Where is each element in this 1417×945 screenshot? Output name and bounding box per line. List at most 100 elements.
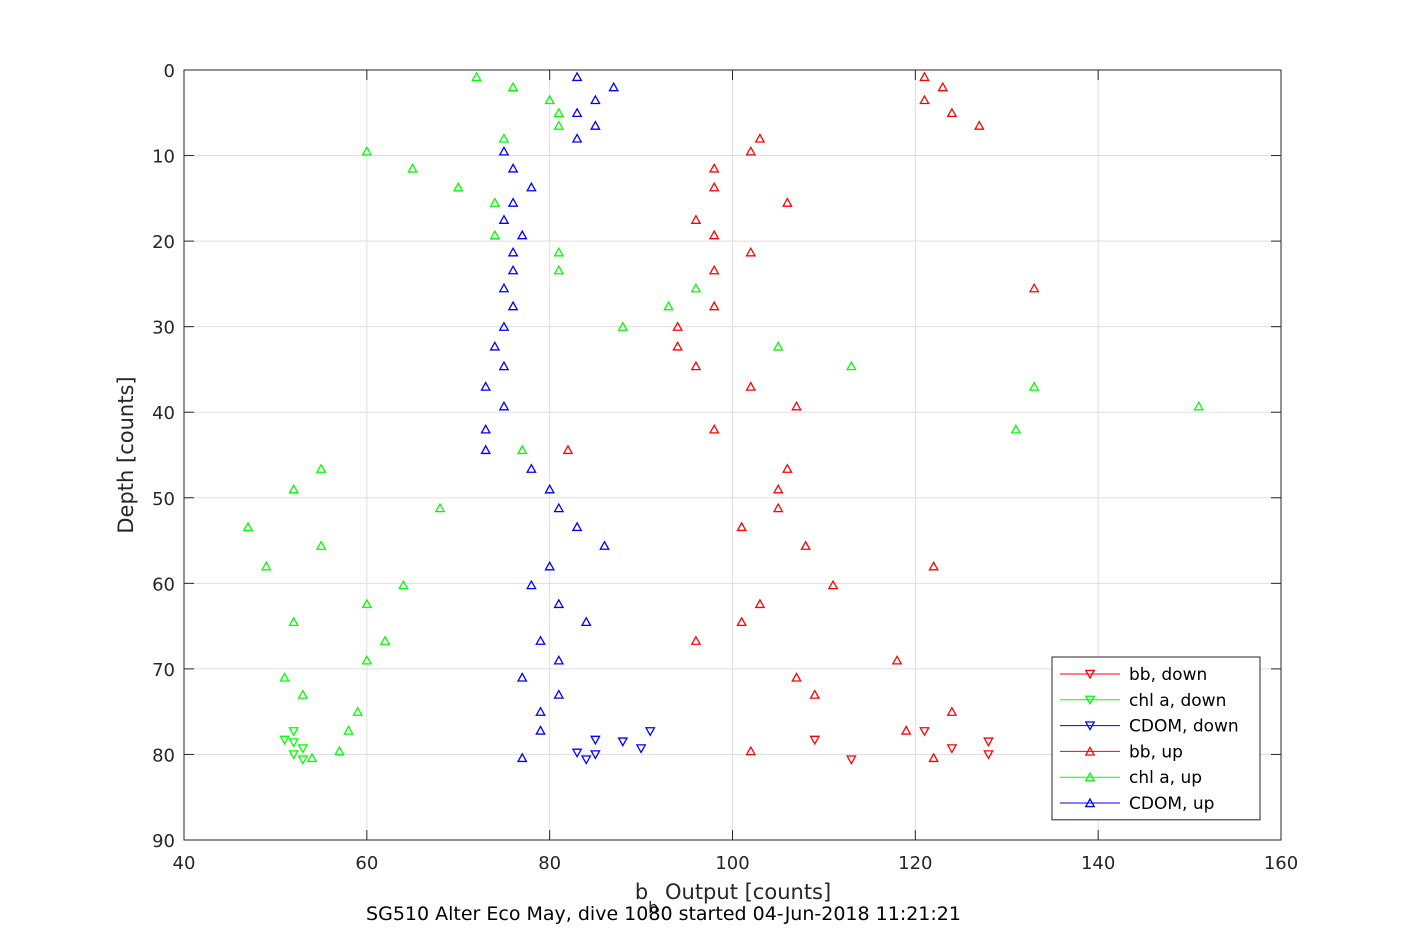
legend-label: chl a, down	[1129, 691, 1226, 711]
data-point	[672, 341, 683, 351]
data-point	[1010, 424, 1022, 434]
data-point	[553, 689, 565, 699]
data-point	[782, 197, 793, 207]
data-point	[708, 163, 720, 173]
legend-entry: chl a, down	[1060, 691, 1226, 711]
data-point	[507, 264, 519, 275]
data-point	[471, 71, 482, 82]
data-point	[946, 107, 958, 117]
data-point	[480, 424, 491, 434]
data-point	[288, 727, 300, 737]
data-point	[772, 502, 784, 513]
data-point	[498, 282, 510, 293]
data-point	[782, 463, 793, 473]
data-point	[544, 483, 555, 494]
data-point	[535, 725, 546, 735]
data-point	[635, 744, 647, 754]
series-4	[242, 71, 1205, 763]
data-point	[800, 540, 811, 550]
data-point	[919, 94, 930, 105]
y-tick-label: 30	[152, 318, 175, 339]
data-point	[553, 246, 565, 257]
data-point	[288, 750, 300, 760]
data-point	[288, 483, 300, 494]
data-point	[617, 321, 629, 331]
data-point	[928, 560, 939, 571]
series-3	[562, 71, 1040, 763]
data-point	[827, 579, 839, 590]
series-0	[809, 727, 994, 765]
data-point	[946, 706, 958, 716]
data-point	[361, 655, 373, 665]
series-5	[480, 71, 619, 763]
data-point	[928, 752, 939, 763]
data-point	[608, 81, 619, 92]
data-point	[452, 181, 464, 192]
data-point	[846, 755, 857, 765]
data-point	[983, 737, 994, 747]
legend-marker	[1084, 721, 1096, 731]
data-point	[745, 745, 757, 756]
legend-label: bb, down	[1129, 665, 1207, 685]
data-point	[553, 598, 565, 609]
data-point	[260, 560, 272, 571]
data-point	[553, 107, 565, 117]
data-point	[846, 360, 857, 371]
data-point	[553, 655, 565, 665]
data-point	[983, 750, 994, 760]
data-point	[590, 735, 601, 746]
data-point	[590, 750, 601, 760]
data-point	[571, 521, 583, 532]
data-point	[516, 229, 528, 240]
data-point	[791, 400, 802, 411]
legend-marker	[1084, 695, 1096, 706]
data-point	[919, 727, 930, 737]
data-point	[306, 752, 318, 763]
data-point	[507, 81, 519, 92]
data-point	[663, 300, 674, 311]
legend-entry: CDOM, up	[1060, 794, 1214, 814]
data-point	[1028, 282, 1040, 293]
data-point	[544, 560, 555, 571]
data-point	[498, 145, 510, 156]
y-tick-label: 10	[152, 147, 175, 168]
data-point	[754, 133, 766, 143]
legend-marker	[1084, 797, 1096, 808]
data-point	[919, 71, 930, 82]
data-point	[297, 755, 309, 765]
data-point	[617, 737, 629, 747]
x-axis-label-main: b	[635, 880, 648, 904]
data-point	[708, 229, 720, 240]
data-point	[672, 321, 683, 331]
x-tick-label: 140	[1081, 853, 1115, 874]
data-point	[791, 672, 802, 682]
data-point	[772, 483, 784, 494]
x-tick-label: 160	[1264, 853, 1298, 874]
legend-label: bb, up	[1129, 742, 1183, 762]
data-point	[580, 755, 592, 765]
data-point	[434, 502, 446, 513]
data-point	[507, 197, 519, 207]
data-point	[745, 381, 757, 391]
x-tick-label: 100	[715, 853, 749, 874]
data-point	[279, 672, 290, 682]
data-point	[571, 748, 583, 759]
x-tick-label: 80	[538, 853, 561, 874]
y-tick-label: 60	[152, 574, 175, 595]
data-point	[708, 300, 720, 311]
y-tick-label: 20	[152, 232, 175, 253]
data-point	[279, 735, 290, 746]
data-point	[690, 282, 702, 293]
data-point	[690, 635, 702, 645]
data-point	[571, 133, 583, 143]
data-point	[361, 598, 373, 609]
data-point	[809, 735, 821, 746]
data-point	[599, 540, 610, 550]
data-point	[708, 181, 720, 192]
legend-label: CDOM, up	[1129, 794, 1214, 814]
data-point	[974, 120, 985, 130]
data-point	[644, 727, 656, 737]
data-point	[1193, 400, 1205, 411]
data-point	[516, 752, 528, 763]
data-point	[297, 689, 309, 699]
